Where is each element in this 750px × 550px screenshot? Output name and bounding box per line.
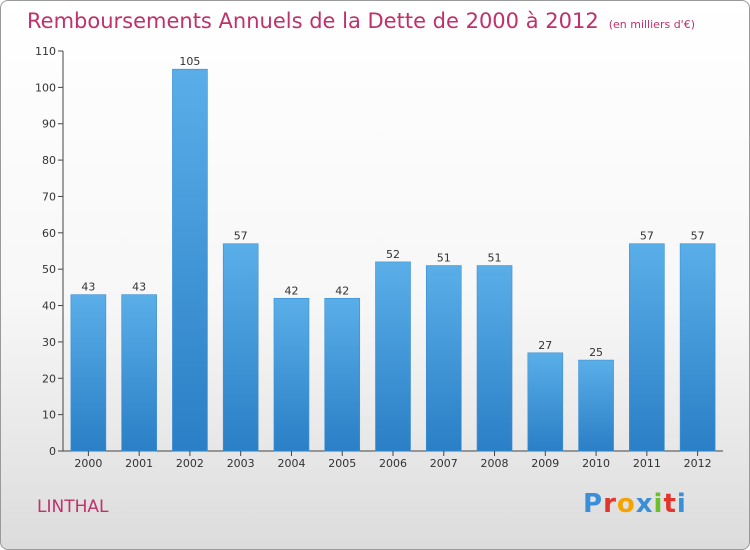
x-tick-label-2010: 2010 <box>582 457 610 470</box>
bar-2012 <box>679 243 716 452</box>
x-tick-label-2011: 2011 <box>633 457 661 470</box>
x-tick-label-2009: 2009 <box>531 457 559 470</box>
bar-2005 <box>324 297 361 452</box>
bars: 43 2000 43 2001 105 2002 57 2003 42 2004 42 2005 52 2… <box>70 55 716 470</box>
bar-2010 <box>578 359 614 452</box>
data-label-2003: 57 <box>234 230 248 243</box>
bar-2004 <box>273 297 310 452</box>
y-tick-label: 70 <box>42 190 56 203</box>
logo-letter: t <box>663 489 677 519</box>
x-tick-label-2005: 2005 <box>328 457 356 470</box>
data-label-2005: 42 <box>335 284 349 297</box>
bar-2006 <box>375 261 411 452</box>
x-tick-label-2012: 2012 <box>684 457 712 470</box>
x-tick-label-2006: 2006 <box>379 457 407 470</box>
logo-letter: i <box>653 489 664 519</box>
x-tick-label-2004: 2004 <box>277 457 305 470</box>
x-tick-label-2002: 2002 <box>176 457 204 470</box>
commune-name: LINTHAL <box>37 497 109 517</box>
data-label-2012: 57 <box>691 230 705 243</box>
logo-letter: i <box>676 489 687 519</box>
data-label-2000: 43 <box>81 281 95 294</box>
logo-letter: x <box>635 489 654 519</box>
bar-2000 <box>70 294 107 452</box>
data-label-2001: 43 <box>132 281 146 294</box>
chart-title-text: Remboursements Annuels de la Dette de 20… <box>27 9 599 33</box>
x-tick-label-2000: 2000 <box>74 457 102 470</box>
y-tick-label: 80 <box>42 154 56 167</box>
x-tick-label-2003: 2003 <box>227 457 255 470</box>
y-tick-label: 50 <box>42 263 56 276</box>
data-label-2008: 51 <box>488 252 502 265</box>
bar-2011 <box>629 243 665 452</box>
x-tick-label-2008: 2008 <box>481 457 509 470</box>
logo-letter: o <box>616 489 636 519</box>
y-tick-label: 0 <box>49 445 56 458</box>
y-tick-label: 90 <box>42 118 56 131</box>
y-tick-label: 40 <box>42 300 56 313</box>
data-label-2009: 27 <box>538 339 552 352</box>
proxiti-logo: Proxiti <box>583 489 687 519</box>
bar-2007 <box>425 265 462 452</box>
bar-2001 <box>121 294 157 452</box>
data-label-2007: 51 <box>437 252 451 265</box>
data-label-2011: 57 <box>640 230 654 243</box>
y-tick-label: 110 <box>35 45 56 58</box>
data-label-2006: 52 <box>386 248 400 261</box>
data-label-2002: 105 <box>179 55 200 68</box>
data-label-2010: 25 <box>589 346 603 359</box>
data-label-2004: 42 <box>284 284 298 297</box>
bar-2009 <box>527 352 564 452</box>
y-tick-label: 10 <box>42 409 56 422</box>
y-tick-label: 60 <box>42 227 56 240</box>
chart-unit: (en milliers d'€) <box>608 18 695 31</box>
bar-2003 <box>222 243 259 452</box>
logo-letter: P <box>583 489 604 519</box>
logo-letter: r <box>603 489 617 519</box>
x-tick-label-2007: 2007 <box>430 457 458 470</box>
y-tick-label: 30 <box>42 336 56 349</box>
x-tick-label-2001: 2001 <box>125 457 153 470</box>
chart-title: Remboursements Annuels de la Dette de 20… <box>27 9 695 33</box>
bar-2008 <box>476 265 513 452</box>
y-tick-label: 20 <box>42 372 56 385</box>
y-tick-label: 100 <box>35 81 56 94</box>
bar-2002 <box>172 68 208 452</box>
